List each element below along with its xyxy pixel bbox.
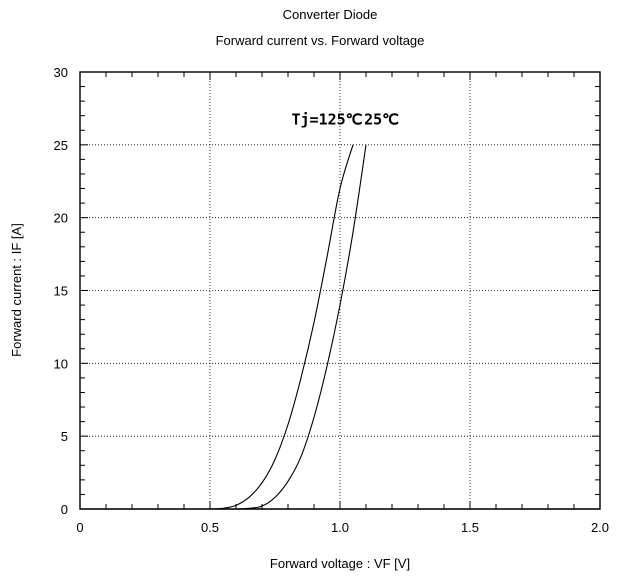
chart-title: Converter Diode — [283, 7, 378, 22]
x-tick-label: 0.5 — [201, 520, 219, 535]
chart-subtitle: Forward current vs. Forward voltage — [216, 33, 425, 48]
y-tick-label: 30 — [54, 65, 68, 80]
x-tick-labels: 0 0.5 1.0 1.5 2.0 — [76, 520, 609, 535]
y-tick-label: 5 — [61, 429, 68, 444]
x-tick-label: 0 — [76, 520, 83, 535]
grid — [80, 72, 600, 509]
y-tick-label: 20 — [54, 211, 68, 226]
y-tick-labels: 0 5 10 15 20 25 30 — [54, 65, 68, 517]
y-tick-label: 25 — [54, 138, 68, 153]
x-tick-label: 1.0 — [331, 520, 349, 535]
x-axis-label: Forward voltage : VF [V] — [270, 556, 410, 571]
annotation-label: Tj=125℃ — [291, 110, 362, 128]
y-tick-label: 15 — [54, 284, 68, 299]
x-tick-label: 1.5 — [461, 520, 479, 535]
series-line-tj25 — [235, 144, 367, 510]
y-axis-label: Forward current : IF [A] — [9, 223, 24, 357]
x-tick-label: 2.0 — [591, 520, 609, 535]
minor-ticks — [80, 72, 600, 509]
series-layer — [80, 144, 600, 510]
y-tick-label: 0 — [61, 502, 68, 517]
series-line-tj125 — [209, 144, 354, 510]
annotations: Tj=125℃ 25℃ — [291, 110, 399, 128]
annotation-label: 25℃ — [364, 110, 399, 128]
y-tick-label: 10 — [54, 356, 68, 371]
